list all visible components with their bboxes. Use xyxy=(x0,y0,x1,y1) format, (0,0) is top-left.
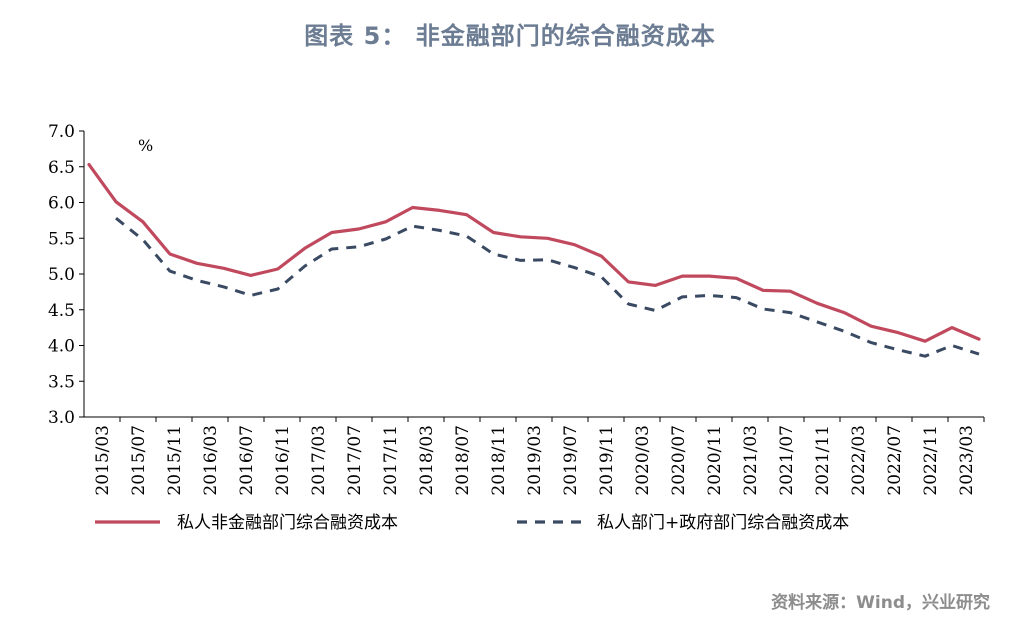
y-axis-ticks: 7.0 6.5 6.0 5.5 5.0 4.5 4.0 3.5 3.0 xyxy=(48,122,84,428)
y-tick-label: 5.0 xyxy=(48,265,75,285)
x-tick-label: 2023/03 xyxy=(957,425,977,496)
x-tick-label: 2017/07 xyxy=(345,425,365,496)
axes xyxy=(83,131,984,418)
source-note: 资料来源：Wind，兴业研究 xyxy=(771,593,990,613)
x-tick-label: 2020/03 xyxy=(633,425,653,496)
x-tick-label: 2015/07 xyxy=(129,425,149,496)
series-line-2 xyxy=(115,217,980,358)
y-tick-label: 3.0 xyxy=(48,408,75,428)
y-tick-label: 3.5 xyxy=(48,372,75,392)
x-tick-label: 2017/03 xyxy=(309,425,329,496)
x-tick-label: 2021/03 xyxy=(741,425,761,496)
x-tick-label: 2020/11 xyxy=(705,425,725,496)
x-tick-label: 2021/11 xyxy=(813,425,833,496)
x-tick-label: 2017/11 xyxy=(381,425,401,496)
x-axis-ticks: 2015/03 2015/07 2015/11 2016/03 2016/07 2016/… xyxy=(93,417,985,496)
x-tick-label: 2022/11 xyxy=(921,425,941,496)
y-tick-label: 4.5 xyxy=(48,301,75,321)
legend-label-1: 私人非金融部门综合融资成本 xyxy=(177,513,398,533)
x-tick-label: 2019/07 xyxy=(561,425,581,496)
series-lines xyxy=(87,163,981,358)
x-tick-label: 2015/11 xyxy=(165,425,185,496)
y-tick-label: 5.5 xyxy=(48,229,75,249)
x-tick-label: 2019/11 xyxy=(597,425,617,496)
chart-title: 图表 5： 非金融部门的综合融资成本 xyxy=(304,22,716,50)
legend: 私人非金融部门综合融资成本 私人部门+政府部门综合融资成本 xyxy=(95,513,849,533)
x-tick-label: 2022/03 xyxy=(849,425,869,496)
legend-label-2: 私人部门+政府部门综合融资成本 xyxy=(597,513,849,533)
x-tick-label: 2016/11 xyxy=(273,425,293,496)
x-tick-label: 2018/11 xyxy=(489,425,509,496)
x-tick-label: 2020/07 xyxy=(669,425,689,496)
y-tick-label: 4.0 xyxy=(48,337,75,357)
x-tick-label: 2022/07 xyxy=(885,425,905,496)
y-tick-label: 7.0 xyxy=(48,122,75,142)
y-tick-label: 6.5 xyxy=(48,158,75,178)
y-tick-label: 6.0 xyxy=(48,194,75,214)
x-tick-label: 2018/03 xyxy=(417,425,437,496)
unit-label: % xyxy=(138,136,153,155)
x-tick-label: 2016/03 xyxy=(201,425,221,496)
x-tick-label: 2016/07 xyxy=(237,425,257,496)
x-tick-label: 2015/03 xyxy=(93,425,113,496)
x-tick-label: 2021/07 xyxy=(777,425,797,496)
x-tick-label: 2018/07 xyxy=(453,425,473,496)
x-tick-label: 2019/03 xyxy=(525,425,545,496)
series-line-1 xyxy=(87,163,981,343)
